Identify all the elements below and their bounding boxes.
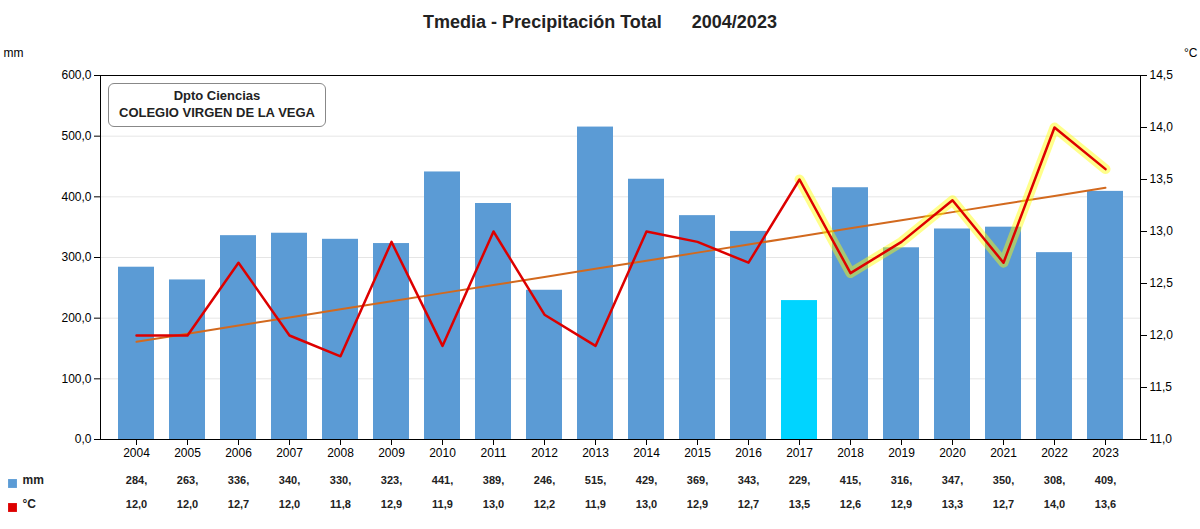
svg-text:0,0: 0,0 — [75, 432, 92, 446]
svg-text:12,0: 12,0 — [126, 498, 147, 510]
svg-text:11,9: 11,9 — [432, 498, 453, 510]
svg-text:13,0: 13,0 — [483, 498, 504, 510]
svg-text:13,3: 13,3 — [942, 498, 963, 510]
svg-text:323,: 323, — [381, 474, 402, 486]
svg-text:mm: mm — [23, 473, 44, 487]
svg-text:11,0: 11,0 — [1150, 432, 1173, 446]
svg-text:12,9: 12,9 — [687, 498, 708, 510]
svg-text:2007: 2007 — [276, 446, 303, 460]
svg-text:441,: 441, — [432, 474, 453, 486]
svg-text:330,: 330, — [330, 474, 351, 486]
svg-text:11,9: 11,9 — [585, 498, 606, 510]
svg-text:2020: 2020 — [939, 446, 966, 460]
svg-text:2014: 2014 — [633, 446, 660, 460]
html-text:Dpto Ciencias: Dpto Ciencias — [173, 88, 261, 103]
svg-text:284,: 284, — [126, 474, 147, 486]
svg-text:343,: 343, — [738, 474, 759, 486]
svg-text:2015: 2015 — [684, 446, 711, 460]
svg-text:246,: 246, — [534, 474, 555, 486]
svg-text:300,0: 300,0 — [61, 250, 91, 264]
svg-text:2011: 2011 — [481, 446, 507, 460]
svg-text:°C: °C — [1184, 46, 1198, 60]
svg-text:340,: 340, — [279, 474, 300, 486]
svg-text:14,5: 14,5 — [1150, 68, 1174, 82]
svg-text:350,: 350, — [993, 474, 1014, 486]
svg-text:14,0: 14,0 — [1150, 120, 1174, 134]
svg-text:13,5: 13,5 — [789, 498, 810, 510]
html-text:Tmedia - Precipitación Total 2: Tmedia - Precipitación Total 2004/2023 — [423, 12, 777, 32]
svg-text:415,: 415, — [840, 474, 861, 486]
svg-text:369,: 369, — [687, 474, 708, 486]
svg-text:2018: 2018 — [837, 446, 864, 460]
svg-text:2006: 2006 — [225, 446, 252, 460]
svg-text:308,: 308, — [1044, 474, 1065, 486]
svg-text:13,5: 13,5 — [1150, 172, 1174, 186]
svg-text:100,0: 100,0 — [61, 372, 91, 386]
svg-text:2023: 2023 — [1092, 446, 1119, 460]
svg-text:316,: 316, — [891, 474, 912, 486]
svg-text:12,7: 12,7 — [993, 498, 1014, 510]
svg-text:12,0: 12,0 — [177, 498, 198, 510]
svg-text:12,6: 12,6 — [840, 498, 861, 510]
svg-text:14,0: 14,0 — [1044, 498, 1065, 510]
svg-text:2004: 2004 — [123, 446, 150, 460]
svg-text:429,: 429, — [636, 474, 657, 486]
svg-text:2016: 2016 — [735, 446, 762, 460]
svg-text:11,5: 11,5 — [1150, 380, 1173, 394]
svg-text:409,: 409, — [1095, 474, 1116, 486]
svg-text:2010: 2010 — [429, 446, 456, 460]
html-text:COLEGIO VIRGEN DE LA VEGA: COLEGIO VIRGEN DE LA VEGA — [119, 104, 315, 120]
svg-text:12,0: 12,0 — [1150, 328, 1174, 342]
svg-text:400,0: 400,0 — [61, 190, 91, 204]
svg-text:2019: 2019 — [888, 446, 915, 460]
svg-text:12,5: 12,5 — [1150, 276, 1174, 290]
svg-text:2005: 2005 — [174, 446, 201, 460]
svg-text:13,6: 13,6 — [1095, 498, 1116, 510]
svg-text:2012: 2012 — [531, 446, 558, 460]
svg-text:mm: mm — [4, 46, 24, 60]
svg-text:347,: 347, — [942, 474, 963, 486]
svg-text:12,9: 12,9 — [381, 498, 402, 510]
svg-text:200,0: 200,0 — [61, 311, 91, 325]
svg-text:389,: 389, — [483, 474, 504, 486]
svg-text:12,7: 12,7 — [738, 498, 759, 510]
svg-text:12,9: 12,9 — [891, 498, 912, 510]
svg-text:12,7: 12,7 — [228, 498, 249, 510]
svg-text:2008: 2008 — [327, 446, 354, 460]
svg-text:12,2: 12,2 — [534, 498, 555, 510]
svg-text:2021: 2021 — [990, 446, 1017, 460]
svg-text:12,0: 12,0 — [279, 498, 300, 510]
svg-text:2022: 2022 — [1041, 446, 1068, 460]
svg-text:263,: 263, — [177, 474, 198, 486]
svg-text:600,0: 600,0 — [61, 68, 91, 82]
svg-text:2009: 2009 — [378, 446, 405, 460]
svg-text:515,: 515, — [585, 474, 606, 486]
svg-text:336,: 336, — [228, 474, 249, 486]
svg-text:13,0: 13,0 — [1150, 224, 1174, 238]
svg-text:13,0: 13,0 — [636, 498, 657, 510]
svg-text:11,8: 11,8 — [330, 498, 351, 510]
svg-text:229,: 229, — [789, 474, 810, 486]
svg-text:500,0: 500,0 — [61, 129, 91, 143]
svg-text:°C: °C — [23, 497, 37, 511]
svg-text:2013: 2013 — [582, 446, 609, 460]
svg-text:2017: 2017 — [786, 446, 813, 460]
